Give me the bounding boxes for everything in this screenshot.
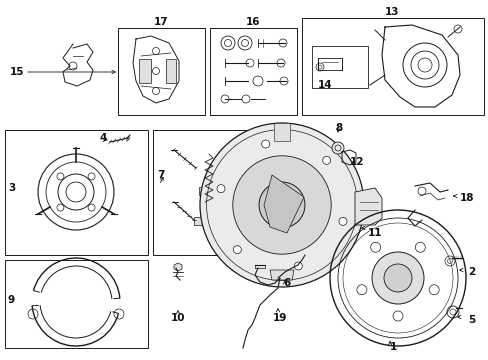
Circle shape (331, 142, 343, 154)
Bar (194, 217, 207, 225)
Circle shape (371, 252, 423, 304)
Bar (199, 187, 213, 195)
Polygon shape (264, 175, 304, 233)
Circle shape (259, 182, 305, 228)
Circle shape (200, 123, 363, 287)
Circle shape (217, 185, 224, 193)
Circle shape (233, 246, 241, 254)
Text: 7: 7 (157, 170, 164, 180)
Circle shape (338, 217, 346, 225)
Circle shape (269, 193, 294, 217)
Circle shape (261, 140, 269, 148)
Text: 12: 12 (349, 157, 364, 167)
Polygon shape (354, 188, 381, 225)
Text: 19: 19 (272, 313, 286, 323)
Text: 9: 9 (8, 295, 15, 305)
Bar (139, 59, 151, 83)
Text: 10: 10 (170, 313, 185, 323)
Text: 14: 14 (317, 80, 332, 90)
Bar (5, 260, 148, 348)
Text: 18: 18 (459, 193, 473, 203)
Circle shape (322, 156, 330, 165)
Bar (311, 46, 367, 88)
Text: 6: 6 (283, 278, 290, 288)
Circle shape (392, 311, 402, 321)
Bar (5, 130, 148, 255)
Bar (273, 123, 289, 141)
Text: 3: 3 (8, 183, 15, 193)
Circle shape (370, 242, 380, 252)
Circle shape (232, 156, 330, 254)
Text: 15: 15 (10, 67, 24, 77)
Text: 13: 13 (384, 7, 398, 17)
Text: 2: 2 (467, 267, 474, 277)
Text: 4: 4 (99, 133, 106, 143)
Text: 1: 1 (388, 342, 396, 352)
Bar (153, 130, 254, 255)
Text: 5: 5 (467, 315, 474, 325)
Bar (165, 59, 176, 83)
Text: 11: 11 (367, 228, 382, 238)
Text: 17: 17 (153, 17, 168, 27)
Bar (118, 28, 204, 115)
Circle shape (383, 264, 411, 292)
Polygon shape (174, 263, 182, 271)
Bar (209, 28, 296, 115)
Polygon shape (269, 270, 293, 280)
Circle shape (294, 262, 302, 270)
Text: 16: 16 (245, 17, 260, 27)
Circle shape (428, 285, 438, 295)
Circle shape (414, 242, 425, 252)
Bar (302, 18, 483, 115)
Text: 8: 8 (335, 123, 342, 133)
Circle shape (356, 285, 366, 295)
